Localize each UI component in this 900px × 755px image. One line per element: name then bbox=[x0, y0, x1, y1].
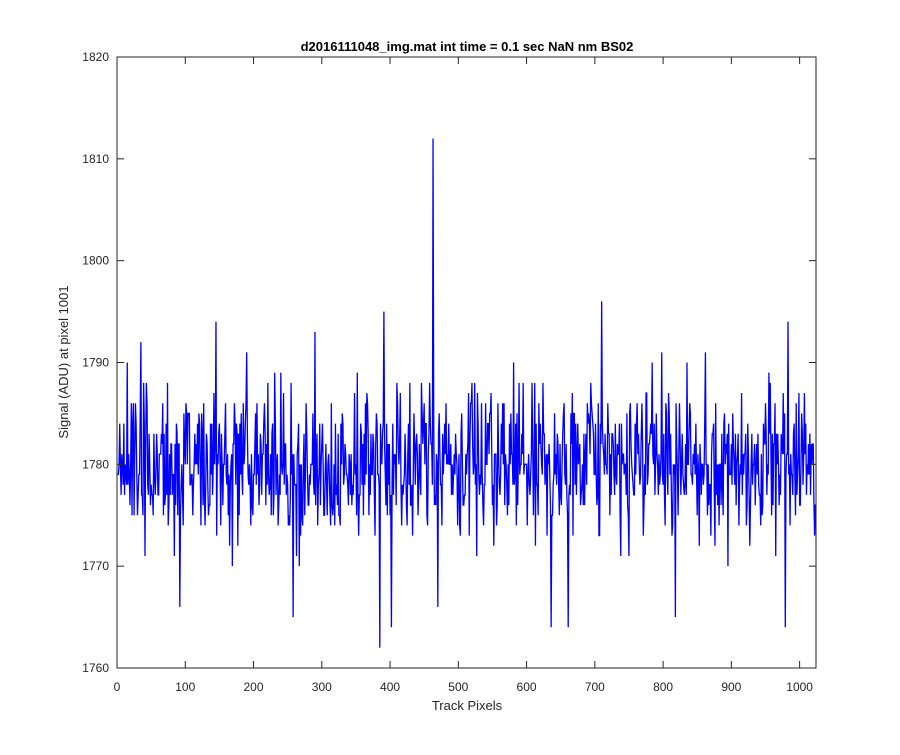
x-tick-label: 800 bbox=[653, 680, 673, 694]
y-tick-label: 1790 bbox=[82, 356, 109, 370]
x-tick-label: 100 bbox=[175, 680, 195, 694]
x-tick-label: 600 bbox=[517, 680, 537, 694]
chart-title: d2016111048_img.mat int time = 0.1 sec N… bbox=[301, 39, 634, 54]
y-tick-label: 1780 bbox=[82, 457, 109, 471]
series-line bbox=[117, 138, 816, 648]
x-axis-label: Track Pixels bbox=[432, 698, 503, 713]
x-tick-label: 200 bbox=[244, 680, 264, 694]
y-tick-label: 1800 bbox=[82, 254, 109, 268]
series-layer bbox=[117, 138, 816, 648]
x-tick-label: 900 bbox=[721, 680, 741, 694]
x-tick-label: 0 bbox=[114, 680, 121, 694]
x-tick-label: 700 bbox=[585, 680, 605, 694]
x-tick-label: 300 bbox=[312, 680, 332, 694]
x-tick-label: 500 bbox=[448, 680, 468, 694]
y-axis-label: Signal (ADU) at pixel 1001 bbox=[56, 285, 71, 438]
plot-area bbox=[117, 57, 816, 668]
y-tick-label: 1810 bbox=[82, 152, 109, 166]
x-tick-label: 400 bbox=[380, 680, 400, 694]
x-tick-label: 1000 bbox=[786, 680, 813, 694]
y-axis: 1760 1770 1780 1790 1800 1810 1820 bbox=[82, 50, 816, 675]
y-tick-label: 1770 bbox=[82, 559, 109, 573]
y-tick-label: 1760 bbox=[82, 661, 109, 675]
x-axis: 0 100 200 300 400 500 600 700 800 900 1000 bbox=[114, 57, 813, 694]
y-tick-label: 1820 bbox=[82, 50, 109, 64]
